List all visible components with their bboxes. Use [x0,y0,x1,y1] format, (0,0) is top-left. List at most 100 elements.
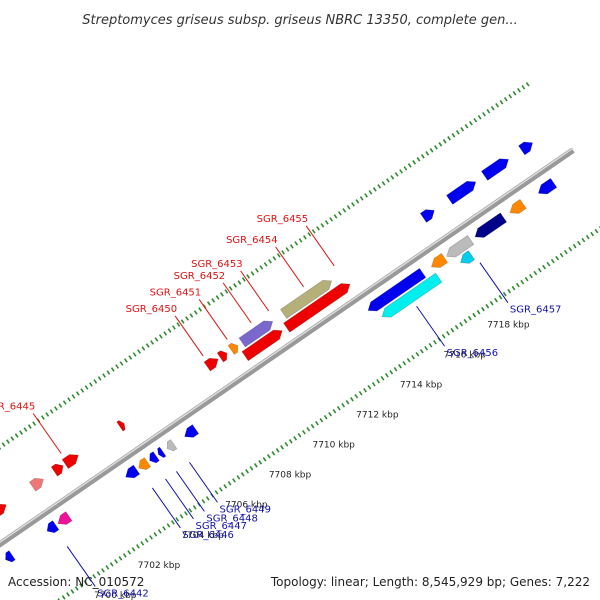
upper-dot-tick [303,235,307,240]
upper-dot-tick [198,307,203,312]
upper-dot-tick [517,87,521,93]
lower-dot-tick [96,571,101,576]
lower-dot-tick [380,375,385,381]
lower-dot-tick [214,490,219,495]
lower-dot-tick [446,330,450,336]
lower-dot-tick [489,300,494,306]
upper-dot-tick [429,148,434,153]
upper-dot-tick [381,181,386,186]
upper-dot-tick [58,403,63,408]
gene-arrow-forward [280,280,333,319]
lower-dot-tick [533,270,538,276]
upper-dot-tick [115,364,120,369]
lower-dot-tick [389,369,394,375]
gene-label: SGR_6448 [206,513,257,524]
upper-dot-tick [14,433,19,438]
tick-dot-tracks [0,81,600,600]
upper-dot-tick [285,247,290,252]
gene-features [0,141,558,563]
lower-dot-tick [367,384,372,390]
lower-dot-tick [240,472,245,477]
gene-label: SGR_6454 [226,235,278,246]
upper-dot-tick [67,397,72,402]
lower-dot-tick [236,475,241,480]
lower-dot-tick [118,556,123,561]
lower-dot-tick [450,327,455,333]
gene-arrow-forward [480,158,509,181]
gene-label: SGR_6449 [220,504,272,515]
gene-labels: SGR_6445 SGR_6450 SGR_6451 SGR_6452SGR_6453… [0,214,561,600]
label-leader-line [66,546,96,587]
gene-arrow-reverse [125,464,141,479]
lower-dot-tick [529,273,533,279]
lower-dot-tick [406,357,411,363]
upper-dot-tick [93,379,98,384]
upper-dot-tick [259,265,264,270]
gene-label: SGR_6457 [510,305,562,316]
gene-arrow-reverse [5,550,16,563]
lower-dot-tick [127,550,132,555]
lower-dot-tick [245,469,250,474]
scale-tick-label: 7716 kbp [444,351,487,361]
lower-dot-tick [472,312,477,318]
gene-arrow-reverse [367,268,427,312]
lower-dot-tick [363,387,367,393]
upper-dot-tick [311,229,316,234]
gene-arrow-forward [518,141,533,156]
lower-dot-tick [188,508,193,513]
lower-dot-tick [227,481,232,486]
upper-dot-tick [106,370,111,375]
lower-dot-tick [498,294,503,300]
label-leader-line [275,246,304,288]
gene-arrow-forward [61,454,79,470]
lower-dot-tick [140,541,145,546]
upper-dot-tick [128,355,133,360]
lower-dot-tick [419,348,424,354]
lower-dot-tick [384,372,389,378]
upper-dot-tick [495,103,500,108]
label-leader-line [165,478,194,520]
gene-label: SGR_6446 [182,530,234,541]
upper-dot-tick [141,346,146,351]
upper-dot-tick [6,439,10,444]
upper-dot-tick [394,172,399,177]
upper-dot-tick [420,154,425,159]
scale-tick-label: 7700 kbp [94,591,137,600]
upper-dot-tick [434,145,438,150]
accession-text: Accession: NC_010572 [8,575,144,589]
lower-dot-tick [332,409,337,414]
genome-stats-text: Topology: linear; Length: 8,545,929 bp; … [270,575,590,589]
lower-dot-tick [328,412,332,417]
lower-dot-tick [258,460,263,465]
lower-dot-tick [74,586,79,591]
gene-arrow-forward [238,320,274,348]
upper-dot-tick [150,340,154,345]
lower-dot-tick [454,324,459,330]
upper-dot-tick [403,166,408,171]
upper-dot-tick [193,310,198,315]
upper-dot-tick [145,343,150,348]
lower-dot-tick [131,547,136,552]
upper-dot-tick [333,214,338,219]
upper-dot-tick [438,142,443,147]
lower-dot-tick [502,291,507,297]
gene-label: SGR_6453 [191,259,243,270]
lower-dot-tick [350,396,354,402]
lower-dot-tick [153,532,158,537]
upper-dot-tick [469,121,473,126]
upper-dot-tick [268,259,272,264]
lower-dot-tick [175,517,180,522]
upper-dot-tick [425,151,430,156]
upper-dot-tick [386,178,390,183]
lower-dot-tick [520,279,525,285]
lower-dot-tick [61,595,66,600]
upper-dot-tick [447,136,451,141]
upper-dot-tick [289,244,294,249]
gene-arrow-reverse [430,252,449,268]
scale-tick-label: 7710 kbp [312,441,355,451]
lower-dot-tick [481,306,485,312]
upper-dot-tick [102,373,106,378]
lower-dot-tick [162,526,167,531]
upper-dot-tick [316,226,320,231]
gene-arrow-forward [216,350,228,363]
